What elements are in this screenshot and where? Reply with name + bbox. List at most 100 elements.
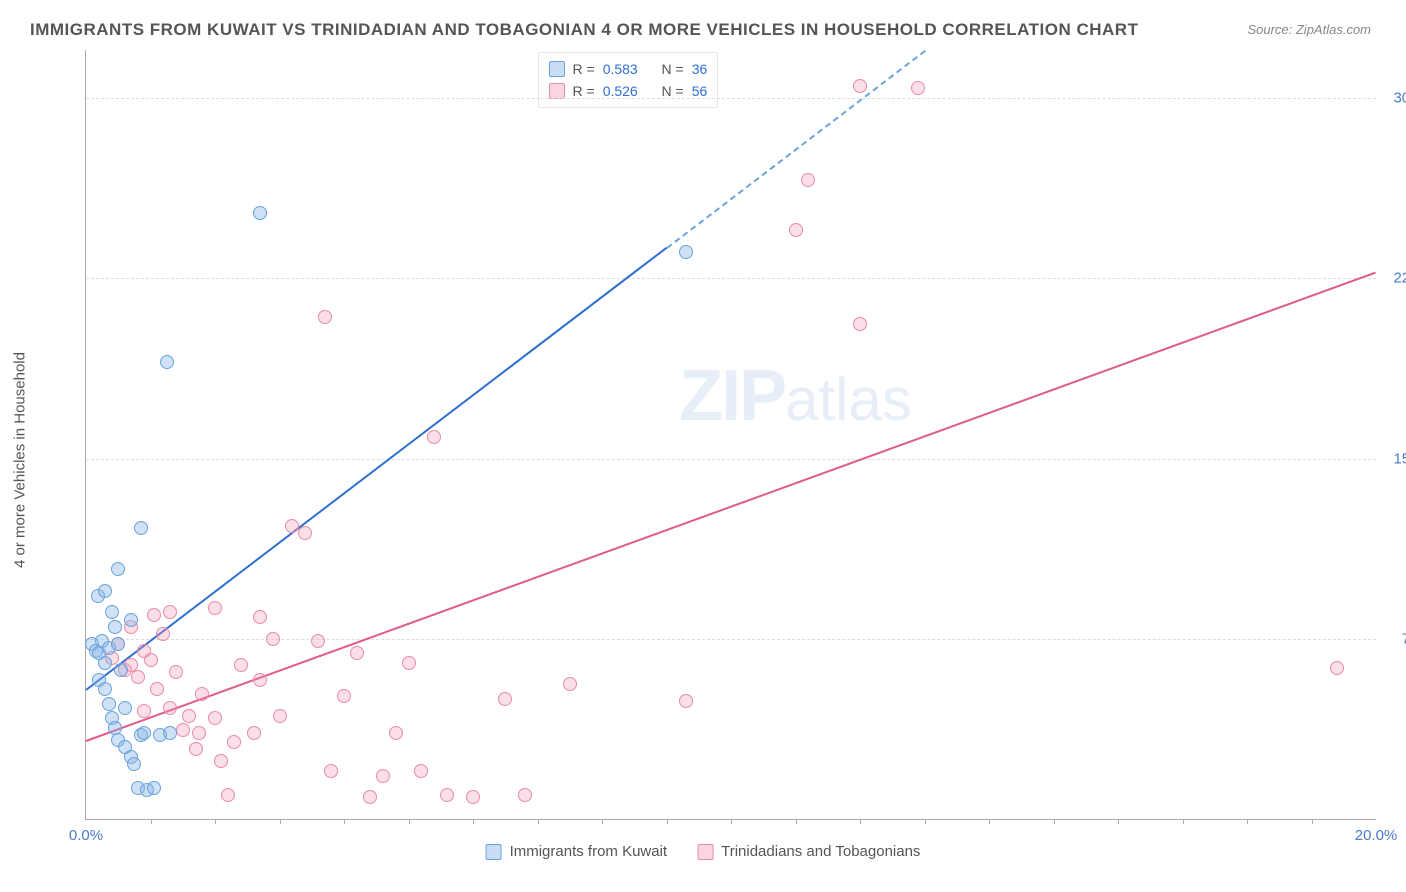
data-point — [147, 781, 161, 795]
x-tick-minor — [473, 819, 474, 824]
x-tick-minor — [1312, 819, 1313, 824]
data-point — [114, 663, 128, 677]
x-tick-minor — [151, 819, 152, 824]
data-point — [98, 682, 112, 696]
data-point — [911, 81, 925, 95]
y-tick-label: 30.0% — [1393, 90, 1406, 107]
data-point — [137, 704, 151, 718]
trendline — [85, 247, 667, 691]
source-label: Source: ZipAtlas.com — [1247, 22, 1371, 37]
data-point — [169, 665, 183, 679]
legend-row-series1: R = 0.583 N = 36 — [549, 58, 708, 80]
data-point — [324, 764, 338, 778]
x-tick-minor — [602, 819, 603, 824]
data-point — [124, 613, 138, 627]
data-point — [208, 711, 222, 725]
data-point — [195, 687, 209, 701]
data-point — [466, 790, 480, 804]
data-point — [440, 788, 454, 802]
x-tick-label: 0.0% — [69, 827, 103, 844]
gridline-h — [86, 459, 1376, 460]
x-tick-minor — [409, 819, 410, 824]
data-point — [801, 173, 815, 187]
x-tick-minor — [1183, 819, 1184, 824]
data-point — [363, 790, 377, 804]
legend-item-series2: Trinidadians and Tobagonians — [697, 843, 920, 860]
series-legend: Immigrants from Kuwait Trinidadians and … — [486, 843, 921, 860]
data-point — [163, 701, 177, 715]
data-point — [679, 694, 693, 708]
data-point — [298, 526, 312, 540]
data-point — [234, 658, 248, 672]
data-point — [131, 670, 145, 684]
data-point — [102, 697, 116, 711]
data-point — [285, 519, 299, 533]
data-point — [108, 620, 122, 634]
swatch-series1-icon — [486, 844, 502, 860]
data-point — [427, 430, 441, 444]
data-point — [266, 632, 280, 646]
data-point — [192, 726, 206, 740]
data-point — [163, 726, 177, 740]
data-point — [563, 677, 577, 691]
data-point — [163, 605, 177, 619]
data-point — [376, 769, 390, 783]
y-tick-label: 15.0% — [1393, 450, 1406, 467]
data-point — [247, 726, 261, 740]
data-point — [414, 764, 428, 778]
data-point — [111, 637, 125, 651]
data-point — [150, 682, 164, 696]
data-point — [189, 742, 203, 756]
swatch-series2 — [549, 83, 565, 99]
x-tick-minor — [280, 819, 281, 824]
data-point — [318, 310, 332, 324]
x-tick-minor — [796, 819, 797, 824]
data-point — [144, 653, 158, 667]
correlation-legend: R = 0.583 N = 36 R = 0.526 N = 56 — [538, 52, 719, 108]
x-tick-minor — [1054, 819, 1055, 824]
x-tick-minor — [344, 819, 345, 824]
data-point — [160, 355, 174, 369]
data-point — [1330, 661, 1344, 675]
data-point — [227, 735, 241, 749]
swatch-series2-icon — [697, 844, 713, 860]
data-point — [208, 601, 222, 615]
data-point — [253, 673, 267, 687]
data-point — [105, 605, 119, 619]
data-point — [176, 723, 190, 737]
data-point — [350, 646, 364, 660]
data-point — [98, 584, 112, 598]
x-tick-minor — [538, 819, 539, 824]
swatch-series1 — [549, 61, 565, 77]
gridline-h — [86, 278, 1376, 279]
data-point — [182, 709, 196, 723]
data-point — [518, 788, 532, 802]
x-tick-minor — [667, 819, 668, 824]
legend-item-series1: Immigrants from Kuwait — [486, 843, 668, 860]
scatter-plot: ZIPatlas R = 0.583 N = 36 R = 0.526 N = — [85, 50, 1376, 820]
data-point — [214, 754, 228, 768]
data-point — [134, 521, 148, 535]
chart-title: IMMIGRANTS FROM KUWAIT VS TRINIDADIAN AN… — [30, 20, 1376, 40]
data-point — [253, 610, 267, 624]
data-point — [337, 689, 351, 703]
data-point — [679, 245, 693, 259]
data-point — [127, 757, 141, 771]
data-point — [853, 317, 867, 331]
data-point — [789, 223, 803, 237]
x-tick-minor — [989, 819, 990, 824]
x-tick-minor — [1118, 819, 1119, 824]
data-point — [156, 627, 170, 641]
watermark: ZIPatlas — [679, 355, 912, 437]
y-tick-label: 7.5% — [1402, 630, 1406, 647]
data-point — [118, 701, 132, 715]
data-point — [98, 656, 112, 670]
y-tick-label: 22.5% — [1393, 270, 1406, 287]
data-point — [311, 634, 325, 648]
data-point — [147, 608, 161, 622]
trendline — [86, 271, 1377, 741]
data-point — [273, 709, 287, 723]
data-point — [498, 692, 512, 706]
gridline-h — [86, 98, 1376, 99]
data-point — [111, 562, 125, 576]
